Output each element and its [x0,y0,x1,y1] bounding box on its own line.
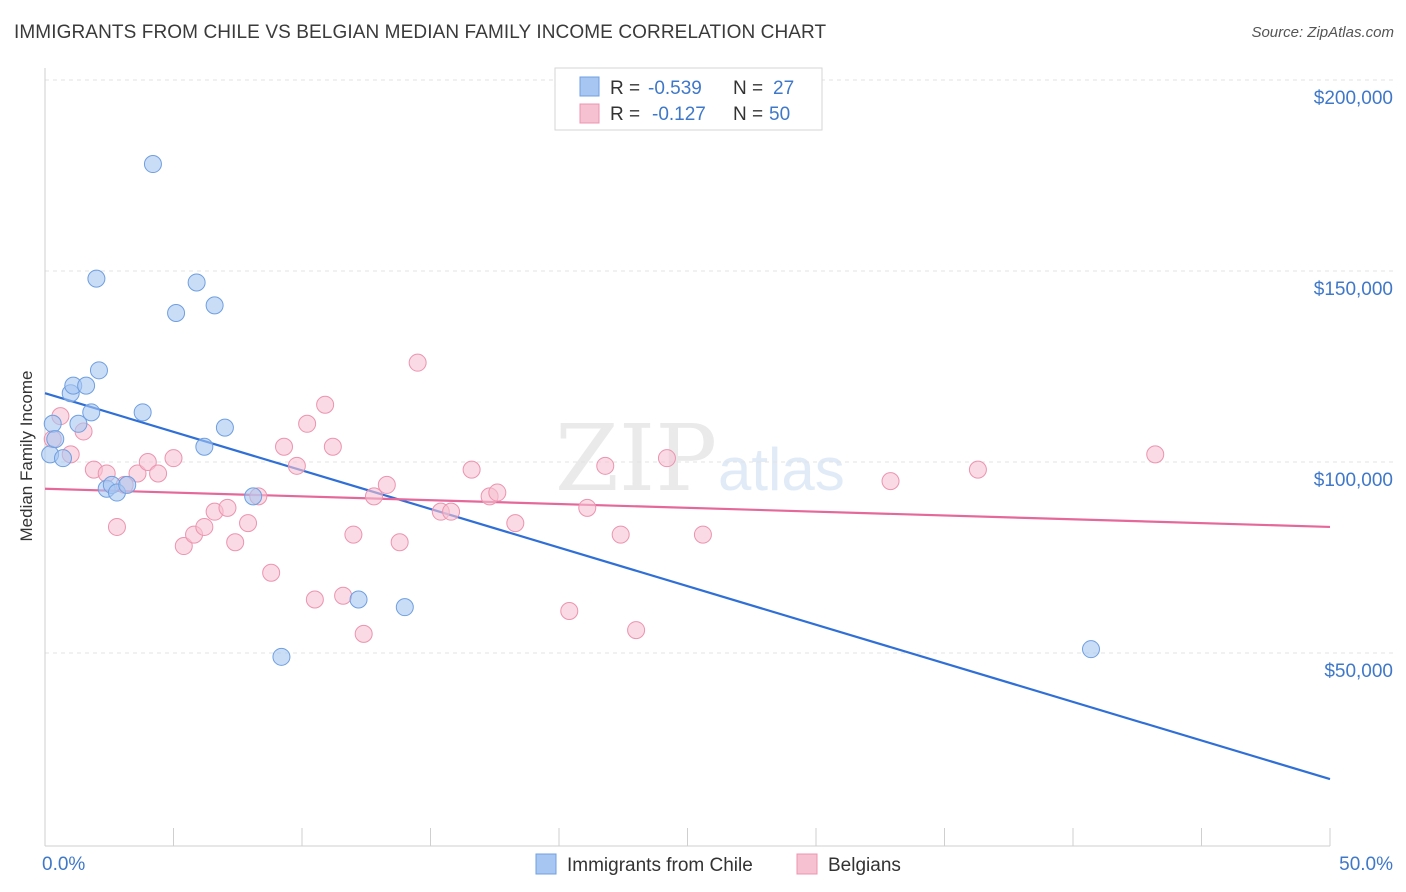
chile-point-8 [82,403,101,422]
chile-trend-line [44,392,1331,781]
chile-point-22 [244,487,263,506]
belgian-point-40 [560,601,579,620]
belgian-point-44 [627,621,646,640]
chile-point-9 [87,269,106,288]
watermark-zip: ZIP [555,405,717,512]
belgian-point-42 [596,456,615,475]
legend-r-label-chile: R = [610,78,640,99]
belgian-point-43 [611,525,630,544]
legend-swatch-chile [579,76,600,97]
belgian-point-18 [239,514,258,533]
legend-n-value-belgians: 50 [769,104,790,125]
belgian-point-29 [354,624,373,643]
y-tick-label-1: $100,000 [1314,470,1393,491]
legend-n-label-belgians: N = [733,104,763,125]
belgian-point-28 [344,525,363,544]
series-label-chile: Immigrants from Chile [567,855,753,876]
legend-n-value-chile: 27 [773,78,794,99]
y-tick-label-3: $200,000 [1314,88,1393,109]
chile-point-23 [272,647,291,666]
belgian-point-48 [968,460,987,479]
belgian-point-49 [1146,445,1165,464]
belgian-point-35 [442,502,461,521]
belgian-point-27 [334,586,353,605]
chile-point-6 [69,414,88,433]
belgian-point-39 [506,514,525,533]
chile-point-2 [46,430,65,449]
belgian-point-38 [488,483,507,502]
series-swatch-chile [535,853,557,875]
chile-point-19 [195,437,214,456]
belgian-point-36 [462,460,481,479]
chile-point-10 [89,361,108,380]
data-points [41,155,1165,666]
belgian-point-8 [128,464,147,483]
series-swatch-belgians [796,853,818,875]
belgian-point-6 [107,517,126,536]
chile-point-26 [1081,640,1100,659]
belgian-point-25 [316,395,335,414]
chile-point-25 [395,598,414,617]
tick-labels: $50,000 $100,000 $150,000 $200,000 0.0% 50.0% [42,88,1393,875]
belgian-point-41 [578,498,597,517]
chile-point-14 [118,475,137,494]
legend-r-label-belgians: R = [610,104,640,125]
chile-point-17 [167,304,186,323]
belgian-point-30 [364,487,383,506]
belgian-point-16 [218,498,237,517]
legend-swatch-belgians [579,103,600,124]
belgian-point-12 [174,537,193,556]
belgian-point-10 [149,464,168,483]
belgian-point-9 [138,453,157,471]
x-tick-label-1: 50.0% [1339,854,1393,875]
chile-point-15 [133,403,152,422]
belgian-point-21 [275,437,294,456]
y-tick-label-0: $50,000 [1324,661,1393,682]
source-label: Source: ZipAtlas.com [1251,24,1394,41]
belgian-point-23 [298,414,317,433]
legend-r-value-chile: -0.539 [648,78,702,99]
chile-point-24 [349,590,368,609]
gridlines [45,79,1395,654]
belgian-point-20 [262,563,281,582]
belgian-point-31 [377,475,396,494]
chile-point-21 [215,418,234,437]
belgian-point-17 [226,533,245,552]
belgian-point-26 [323,437,342,456]
chile-point-3 [53,449,72,468]
chart-title: IMMIGRANTS FROM CHILE VS BELGIAN MEDIAN … [14,22,827,43]
correlation-legend: R = -0.539 N = 27 R = -0.127 N = 50 [554,67,823,131]
belgian-point-46 [693,525,712,544]
chile-point-18 [187,273,206,292]
belgian-point-45 [657,449,676,468]
chile-point-20 [205,296,224,315]
watermark-atlas: atlas [718,436,845,503]
series-legend: Immigrants from Chile Belgians [535,853,901,876]
legend-r-value-belgians: -0.127 [652,104,706,125]
belgian-point-32 [390,533,409,552]
belgian-point-47 [881,472,900,491]
chile-point-7 [77,376,96,395]
y-tick-label-2: $150,000 [1314,279,1393,300]
chile-point-16 [143,155,162,174]
belgian-point-11 [164,449,183,468]
belgian-point-33 [408,353,427,372]
belgian-point-14 [195,517,214,536]
chile-point-1 [43,414,62,433]
belgian-point-22 [287,456,306,475]
y-axis-label: Median Family Income [17,370,36,541]
series-label-belgians: Belgians [828,855,901,876]
belgian-point-24 [305,590,324,609]
x-tick-label-0: 0.0% [42,854,85,875]
legend-n-label-chile: N = [733,78,763,99]
